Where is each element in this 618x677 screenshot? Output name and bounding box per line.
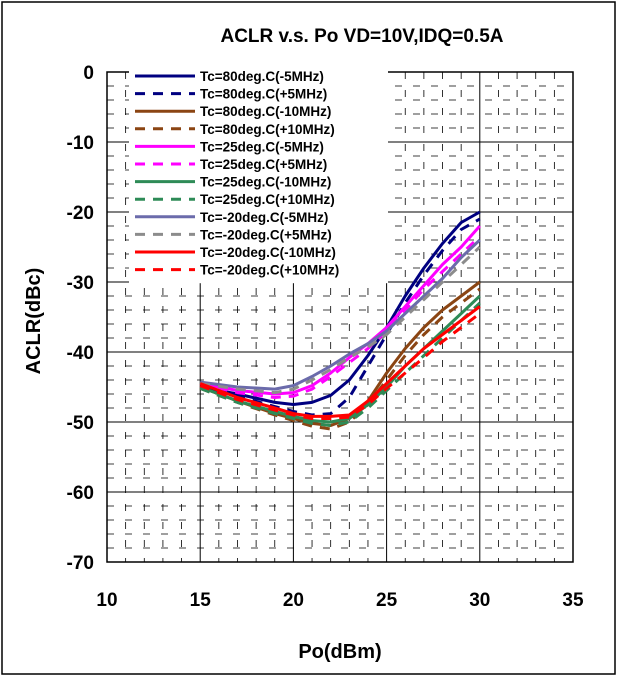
- legend-label: Tc=-20deg.C(-5MHz): [200, 210, 328, 225]
- x-axis-label: Po(dBm): [298, 641, 381, 663]
- series-line-11: [199, 305, 481, 418]
- legend: Tc=80deg.C(-5MHz) Tc=80deg.C(+5MHz) Tc=80d…: [129, 66, 388, 284]
- x-tick-label: 25: [376, 590, 398, 611]
- y-tick-label: 0: [83, 63, 94, 84]
- series-line-12: [199, 312, 481, 420]
- legend-label: Tc=-20deg.C(+5MHz): [200, 227, 332, 242]
- series-line-1: [199, 210, 481, 406]
- series-lines: [199, 210, 481, 431]
- legend-label: Tc=25deg.C(+5MHz): [200, 157, 327, 172]
- tick-labels: 10 15 20 25 30 35 0 -10 -20 -30 -40 -50 -60 -70: [67, 63, 584, 611]
- x-tick-label: 30: [469, 590, 490, 611]
- legend-label: Tc=80deg.C(+10MHz): [200, 122, 335, 137]
- y-tick-label: -30: [67, 273, 94, 294]
- y-tick-label: -40: [67, 343, 94, 364]
- x-tick-label: 10: [96, 590, 117, 611]
- y-tick-label: -70: [67, 553, 94, 574]
- series-line-10: [199, 245, 481, 395]
- y-tick-label: -20: [67, 203, 94, 224]
- legend-label: Tc=-20deg.C(+10MHz): [200, 263, 339, 278]
- legend-label: Tc=80deg.C(+5MHz): [200, 87, 327, 102]
- y-tick-label: -60: [67, 483, 94, 504]
- x-tick-label: 20: [283, 590, 304, 611]
- x-tick-label: 15: [190, 590, 212, 611]
- chart-title: ACLR v.s. Po VD=10V,IDQ=0.5A: [220, 26, 503, 47]
- y-tick-label: -10: [67, 133, 94, 154]
- legend-label: Tc=-20deg.C(-10MHz): [200, 245, 336, 260]
- y-tick-label: -50: [67, 413, 94, 434]
- y-axis-label: ACLR(dBc): [23, 268, 45, 375]
- legend-label: Tc=80deg.C(-10MHz): [200, 104, 331, 119]
- x-tick-label: 35: [562, 590, 584, 611]
- legend-label: Tc=25deg.C(-10MHz): [200, 175, 331, 190]
- legend-box: [129, 66, 388, 284]
- legend-label: Tc=80deg.C(-5MHz): [200, 69, 324, 84]
- legend-label: Tc=25deg.C(+10MHz): [200, 192, 335, 207]
- series-line-5: [199, 225, 481, 396]
- legend-label: Tc=25deg.C(-5MHz): [200, 139, 324, 154]
- series-line-9: [200, 238, 481, 391]
- series-line-6: [199, 235, 481, 399]
- series-line-8: [199, 301, 481, 427]
